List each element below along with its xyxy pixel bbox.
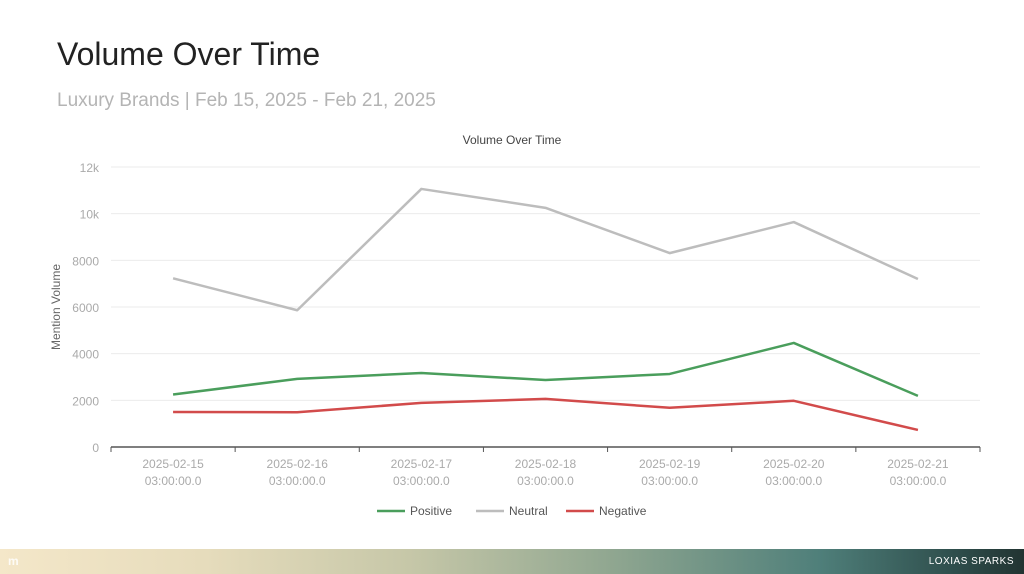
x-tick-label: 2025-02-20 — [763, 457, 825, 471]
x-tick-label: 2025-02-19 — [639, 457, 701, 471]
legend-label-negative: Negative — [599, 504, 647, 518]
logo-icon: m — [8, 554, 19, 568]
x-tick-label: 03:00:00.0 — [890, 474, 947, 488]
x-tick-label: 03:00:00.0 — [641, 474, 698, 488]
x-tick-label: 2025-02-16 — [267, 457, 329, 471]
legend-label-neutral: Neutral — [509, 504, 548, 518]
page-subtitle: Luxury Brands | Feb 15, 2025 - Feb 21, 2… — [57, 90, 436, 111]
legend-label-positive: Positive — [410, 504, 452, 518]
y-tick-label: 8000 — [72, 254, 99, 268]
x-tick-label: 2025-02-18 — [515, 457, 577, 471]
y-axis-label: Mention Volume — [49, 264, 63, 350]
x-tick-label: 2025-02-17 — [391, 457, 453, 471]
y-tick-label: 10k — [80, 208, 100, 222]
footer-brand: LOXIAS SPARKS — [928, 556, 1014, 567]
page-title: Volume Over Time — [57, 36, 321, 72]
x-tick-label: 03:00:00.0 — [145, 474, 202, 488]
x-tick-label: 2025-02-21 — [887, 457, 949, 471]
line-chart: Volume Over Time Mention Volume 0 2000 4000 6… — [49, 133, 981, 518]
y-tick-label: 0 — [92, 441, 99, 455]
x-tick-label: 03:00:00.0 — [517, 474, 574, 488]
series-line-neutral — [172, 187, 919, 312]
footer-bar: m LOXIAS SPARKS — [0, 549, 1024, 574]
y-tick-label: 12k — [80, 161, 100, 175]
y-tick-label: 4000 — [72, 348, 99, 362]
series-line-negative — [173, 397, 919, 432]
chart-title: Volume Over Time — [463, 133, 562, 147]
y-tick-label: 2000 — [72, 394, 99, 408]
x-tick-label: 03:00:00.0 — [393, 474, 450, 488]
series-line-positive — [172, 341, 919, 398]
x-tick-label: 03:00:00.0 — [269, 474, 326, 488]
x-tick-label: 2025-02-15 — [142, 457, 204, 471]
y-tick-label: 6000 — [72, 301, 99, 315]
x-tick-label: 03:00:00.0 — [765, 474, 822, 488]
